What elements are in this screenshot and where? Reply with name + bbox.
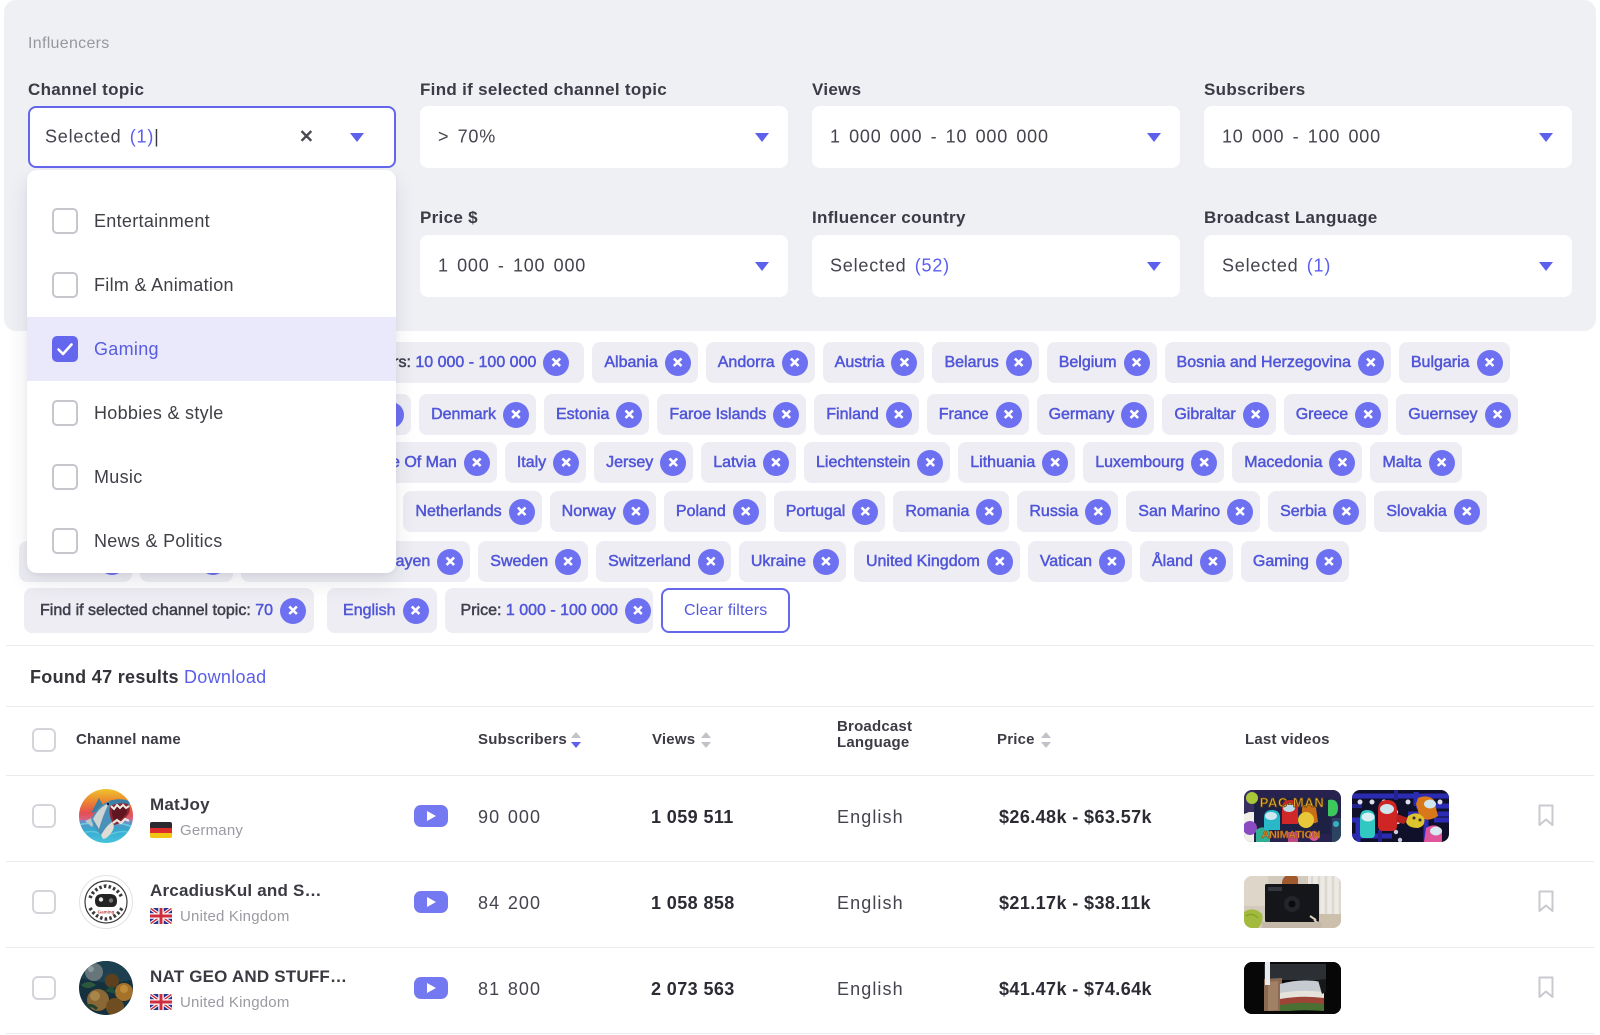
svg-text:ANIMATION: ANIMATION	[1262, 829, 1321, 841]
svg-text:Gaming: Gaming	[98, 910, 115, 915]
svg-text:PAC-MAN: PAC-MAN	[1260, 795, 1325, 810]
